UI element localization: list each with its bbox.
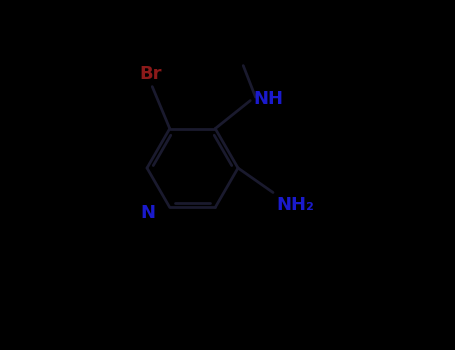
Text: N: N	[141, 204, 156, 222]
Text: NH: NH	[254, 90, 284, 108]
Text: Br: Br	[139, 65, 162, 83]
Text: NH₂: NH₂	[277, 196, 314, 214]
